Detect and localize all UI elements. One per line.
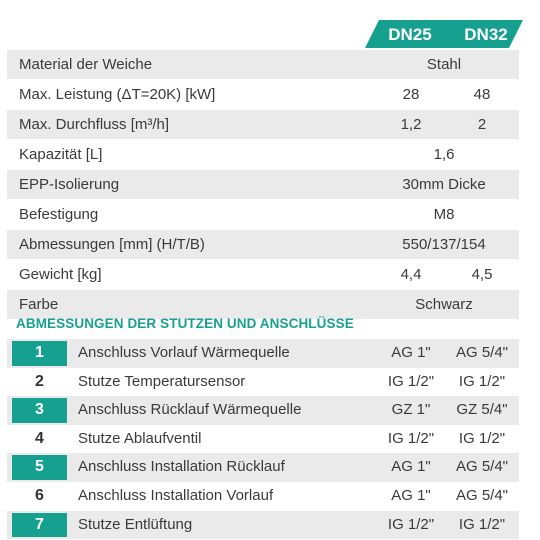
spec-label: Material der Weiche (19, 56, 153, 73)
spec-value-dn25: 1,2 (400, 116, 422, 133)
connection-value-dn32: AG 5/4" (455, 458, 509, 476)
connection-number-badge: 2 (35, 372, 44, 390)
connection-label: Stutze Temperatursensor (78, 372, 246, 390)
spec-value: M8 (433, 206, 455, 223)
connection-row: 3 Anschluss Rücklauf Wärmequelle GZ 1" G… (7, 396, 519, 425)
connection-value-dn25: AG 1" (391, 344, 431, 361)
spec-row: Befestigung M8 (7, 200, 519, 230)
spec-table: Material der Weiche Stahl Max. Leistung … (7, 50, 519, 320)
connection-label: Anschluss Rücklauf Wärmequelle (78, 401, 302, 419)
spec-value: 550/137/154 (402, 236, 486, 253)
connection-value-dn25: IG 1/2" (387, 515, 435, 533)
connection-row: 4 Stutze Ablaufventil IG 1/2" IG 1/2" (7, 425, 519, 454)
connection-value-dn32: IG 1/2" (458, 429, 506, 447)
spec-value-dn25: 4,4 (400, 266, 422, 283)
section-title: ABMESSUNGEN DER STUTZEN UND ANSCHLÜSSE (16, 316, 354, 331)
column-header-dn32: DN32 (464, 25, 508, 44)
connection-label: Anschluss Installation Rücklauf (78, 458, 285, 476)
connection-value-dn25: IG 1/2" (387, 372, 435, 390)
spec-label: Befestigung (19, 206, 99, 223)
column-header-dn25: DN25 (388, 25, 432, 44)
connection-number-badge: 7 (12, 512, 67, 538)
spec-label: Gewicht [kg] (19, 266, 102, 283)
spec-row: Max. Durchfluss [m³/h] 1,2 2 (7, 110, 519, 140)
connection-number-badge: 6 (35, 486, 44, 504)
spec-row: Material der Weiche Stahl (7, 50, 519, 80)
spec-label: Max. Leistung (ΔT=20K) [kW] (19, 86, 216, 103)
connection-value-dn32: GZ 5/4" (456, 401, 508, 419)
connection-row: 7 Stutze Entlüftung IG 1/2" IG 1/2" (7, 510, 519, 540)
connection-value-dn32: AG 5/4" (455, 344, 509, 361)
spec-value: 1,6 (433, 146, 455, 163)
spec-label: Kapazität [L] (19, 146, 103, 163)
connection-value-dn32: IG 1/2" (458, 372, 506, 390)
spec-row: Gewicht [kg] 4,4 4,5 (7, 260, 519, 290)
spec-row: Abmessungen [mm] (H/T/B) 550/137/154 (7, 230, 519, 260)
connection-number-badge: 4 (35, 429, 44, 447)
connection-number-badge: 1 (12, 341, 67, 366)
spec-value: Stahl (426, 56, 462, 73)
connection-row: 1 Anschluss Vorlauf Wärmequelle AG 1" AG… (7, 339, 519, 368)
spec-value-dn25: 28 (402, 86, 420, 103)
header-tab (365, 20, 523, 48)
spec-value: Schwarz (415, 296, 473, 313)
spec-value-dn32: 4,5 (471, 266, 493, 283)
connection-row: 2 Stutze Temperatursensor IG 1/2" IG 1/2… (7, 368, 519, 397)
connection-number-badge: 3 (12, 398, 67, 423)
spec-label: Max. Durchfluss [m³/h] (19, 116, 170, 133)
spec-label: Abmessungen [mm] (H/T/B) (19, 236, 205, 253)
spec-row: Kapazität [L] 1,6 (7, 140, 519, 170)
connection-value-dn25: IG 1/2" (387, 429, 435, 447)
connection-value-dn32: AG 5/4" (455, 486, 509, 504)
connection-number-badge: 5 (12, 455, 67, 480)
spec-value-dn32: 2 (477, 116, 487, 133)
connection-label: Stutze Ablaufventil (78, 429, 202, 447)
connection-row: 5 Anschluss Installation Rücklauf AG 1" … (7, 453, 519, 482)
connection-value-dn25: AG 1" (391, 458, 431, 476)
spec-value-dn32: 48 (473, 86, 491, 103)
spec-row: Farbe Schwarz (7, 290, 519, 320)
connection-value-dn25: GZ 1" (391, 401, 431, 419)
spec-row: Max. Leistung (ΔT=20K) [kW] 28 48 (7, 80, 519, 110)
connection-label: Anschluss Vorlauf Wärmequelle (78, 344, 290, 361)
connections-table: 1 Anschluss Vorlauf Wärmequelle AG 1" AG… (7, 339, 519, 540)
spec-value: 30mm Dicke (402, 176, 486, 193)
connection-label: Stutze Entlüftung (78, 515, 193, 533)
spec-label: EPP-Isolierung (19, 176, 120, 193)
connection-label: Anschluss Installation Vorlauf (78, 486, 274, 504)
connection-value-dn25: AG 1" (391, 486, 431, 504)
connection-row: 6 Anschluss Installation Vorlauf AG 1" A… (7, 482, 519, 511)
spec-label: Farbe (19, 296, 59, 313)
spec-row: EPP-Isolierung 30mm Dicke (7, 170, 519, 200)
connection-value-dn32: IG 1/2" (458, 515, 506, 533)
